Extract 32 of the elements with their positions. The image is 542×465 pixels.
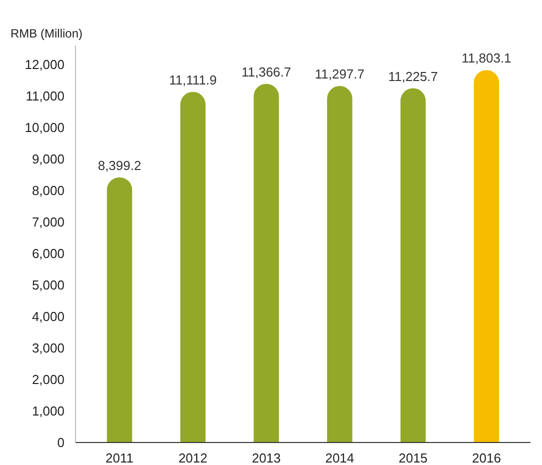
bar (474, 70, 500, 442)
y-tick-label: 8,000 (32, 182, 65, 198)
data-label: 8,399.2 (98, 158, 142, 173)
y-axis-title: RMB (Million) (10, 26, 83, 40)
y-tick-label: 6,000 (32, 246, 65, 261)
y-tick-label: 1,000 (32, 403, 65, 418)
x-tick-label: 2016 (472, 450, 501, 465)
x-tick-label: 2015 (398, 450, 428, 465)
y-tick-label: 3,000 (32, 340, 65, 356)
y-tick-label: 7,000 (32, 214, 65, 230)
x-tick-label: 2011 (106, 450, 134, 465)
data-label: 11,111.9 (169, 72, 217, 88)
bar (327, 86, 352, 442)
y-tick-label: 9,000 (32, 151, 65, 166)
y-tick-label: 0 (57, 435, 65, 450)
y-tick-label: 10,000 (24, 120, 65, 135)
bar (106, 177, 132, 442)
x-tick-label: 2014 (325, 450, 354, 465)
y-tick-label: 5,000 (32, 277, 65, 292)
bar (254, 84, 279, 442)
y-tick-label: 4,000 (32, 308, 65, 324)
y-tick-label: 2,000 (32, 372, 65, 387)
data-label: 11,803.1 (462, 50, 512, 66)
x-tick-label: 2012 (178, 450, 208, 465)
y-tick-label: 12,000 (24, 56, 65, 72)
data-label: 11,297.7 (314, 66, 365, 82)
bar (180, 92, 206, 442)
y-tick-label: 11,000 (26, 88, 64, 104)
data-label: 11,225.7 (388, 68, 438, 84)
data-label: 11,366.7 (241, 64, 292, 80)
bar (400, 88, 426, 442)
x-tick-label: 2013 (252, 450, 281, 465)
